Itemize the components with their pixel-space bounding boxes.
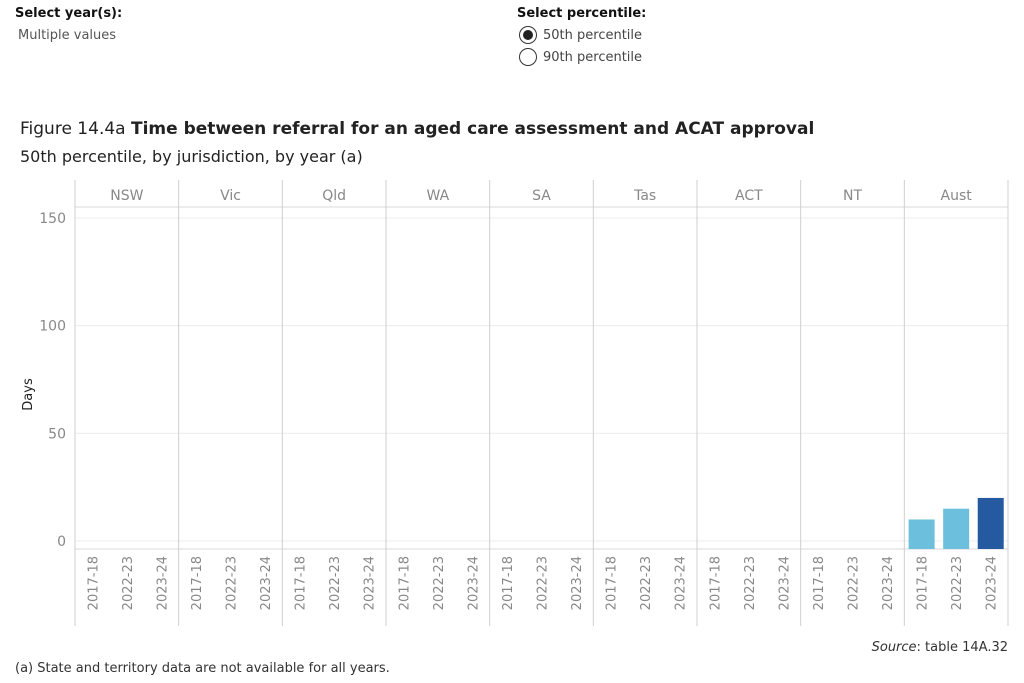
x-tick-label: 2022-23 <box>536 556 551 610</box>
y-axis-label: Days <box>21 378 36 411</box>
x-tick-label: 2023-24 <box>363 556 378 610</box>
panel-header-act: ACT <box>735 188 763 204</box>
bar-chart: 0 50 100 150 Days NSW 2017-18 2022-23 2023-24 Vic… <box>21 180 1009 626</box>
x-tick-label: 2017-18 <box>294 556 309 610</box>
figure-subtitle: 50th percentile, by jurisdiction, by yea… <box>20 147 363 166</box>
radio-option-50th[interactable]: 50th percentile <box>519 26 642 44</box>
y-tick-label: 50 <box>48 426 66 442</box>
y-tick-label: 0 <box>57 534 66 550</box>
y-tick-label: 150 <box>39 211 66 227</box>
figure-title: Figure 14.4a Time between referral for a… <box>20 119 814 139</box>
bar-aust-2022-23 <box>943 508 970 549</box>
panel-header-qld: Qld <box>322 188 346 204</box>
x-tick-label: 2022-23 <box>225 556 240 610</box>
x-tick-label: 2017-18 <box>190 556 205 610</box>
panel-header-sa: SA <box>532 188 551 204</box>
x-tick-label: 2023-24 <box>674 556 689 610</box>
panel-header-nsw: NSW <box>110 188 143 204</box>
x-tick-label: 2017-18 <box>605 556 620 610</box>
x-tick-label: 2023-24 <box>570 556 585 610</box>
radio-label-90th: 90th percentile <box>543 49 643 65</box>
footnote: (a) State and territory data are not ava… <box>15 661 390 676</box>
panel-header-nt: NT <box>843 188 862 204</box>
source-text: : table 14A.32 <box>916 640 1008 655</box>
radio-selected-icon[interactable] <box>519 26 537 44</box>
x-tick-label: 2023-24 <box>881 556 896 610</box>
x-tick-label: 2022-23 <box>328 556 343 610</box>
x-tick-label: 2022-23 <box>743 556 758 610</box>
bar-aust-2017-18 <box>908 519 935 549</box>
x-tick-label: 2022-23 <box>121 556 136 610</box>
bar-aust-2023-24 <box>977 497 1004 549</box>
source-note: Source: table 14A.32 <box>872 640 1008 655</box>
x-tick-label: 2023-24 <box>155 556 170 610</box>
figure-number: Figure 14.4a <box>20 119 126 139</box>
panel-header-vic: Vic <box>220 188 241 204</box>
x-tick-label: 2017-18 <box>916 556 931 610</box>
x-tick-label: 2023-24 <box>985 556 1000 610</box>
radio-label-50th: 50th percentile <box>543 27 643 43</box>
x-tick-label: 2017-18 <box>708 556 723 610</box>
year-filter-value[interactable]: Multiple values <box>18 28 117 43</box>
y-tick-label: 100 <box>39 319 66 335</box>
x-tick-label: 2017-18 <box>397 556 412 610</box>
x-tick-label: 2017-18 <box>86 556 101 610</box>
x-tick-label: 2017-18 <box>812 556 827 610</box>
x-tick-label: 2023-24 <box>259 556 274 610</box>
year-filter-label: Select year(s): <box>15 6 123 21</box>
x-tick-label: 2017-18 <box>501 556 516 610</box>
panel-header-tas: Tas <box>633 188 656 204</box>
radio-unselected-icon[interactable] <box>519 48 537 66</box>
panel-header-wa: WA <box>427 188 450 204</box>
x-tick-label: 2023-24 <box>466 556 481 610</box>
x-tick-label: 2022-23 <box>847 556 862 610</box>
radio-option-90th[interactable]: 90th percentile <box>519 48 642 66</box>
panel-header-aust: Aust <box>941 188 973 204</box>
x-tick-label: 2022-23 <box>639 556 654 610</box>
figure-title-text: Time between referral for an aged care a… <box>130 119 815 139</box>
source-label: Source <box>871 640 917 655</box>
percentile-filter-label: Select percentile: <box>517 6 647 21</box>
x-tick-label: 2023-24 <box>777 556 792 610</box>
x-tick-label: 2022-23 <box>432 556 447 610</box>
x-tick-label: 2022-23 <box>950 556 965 610</box>
